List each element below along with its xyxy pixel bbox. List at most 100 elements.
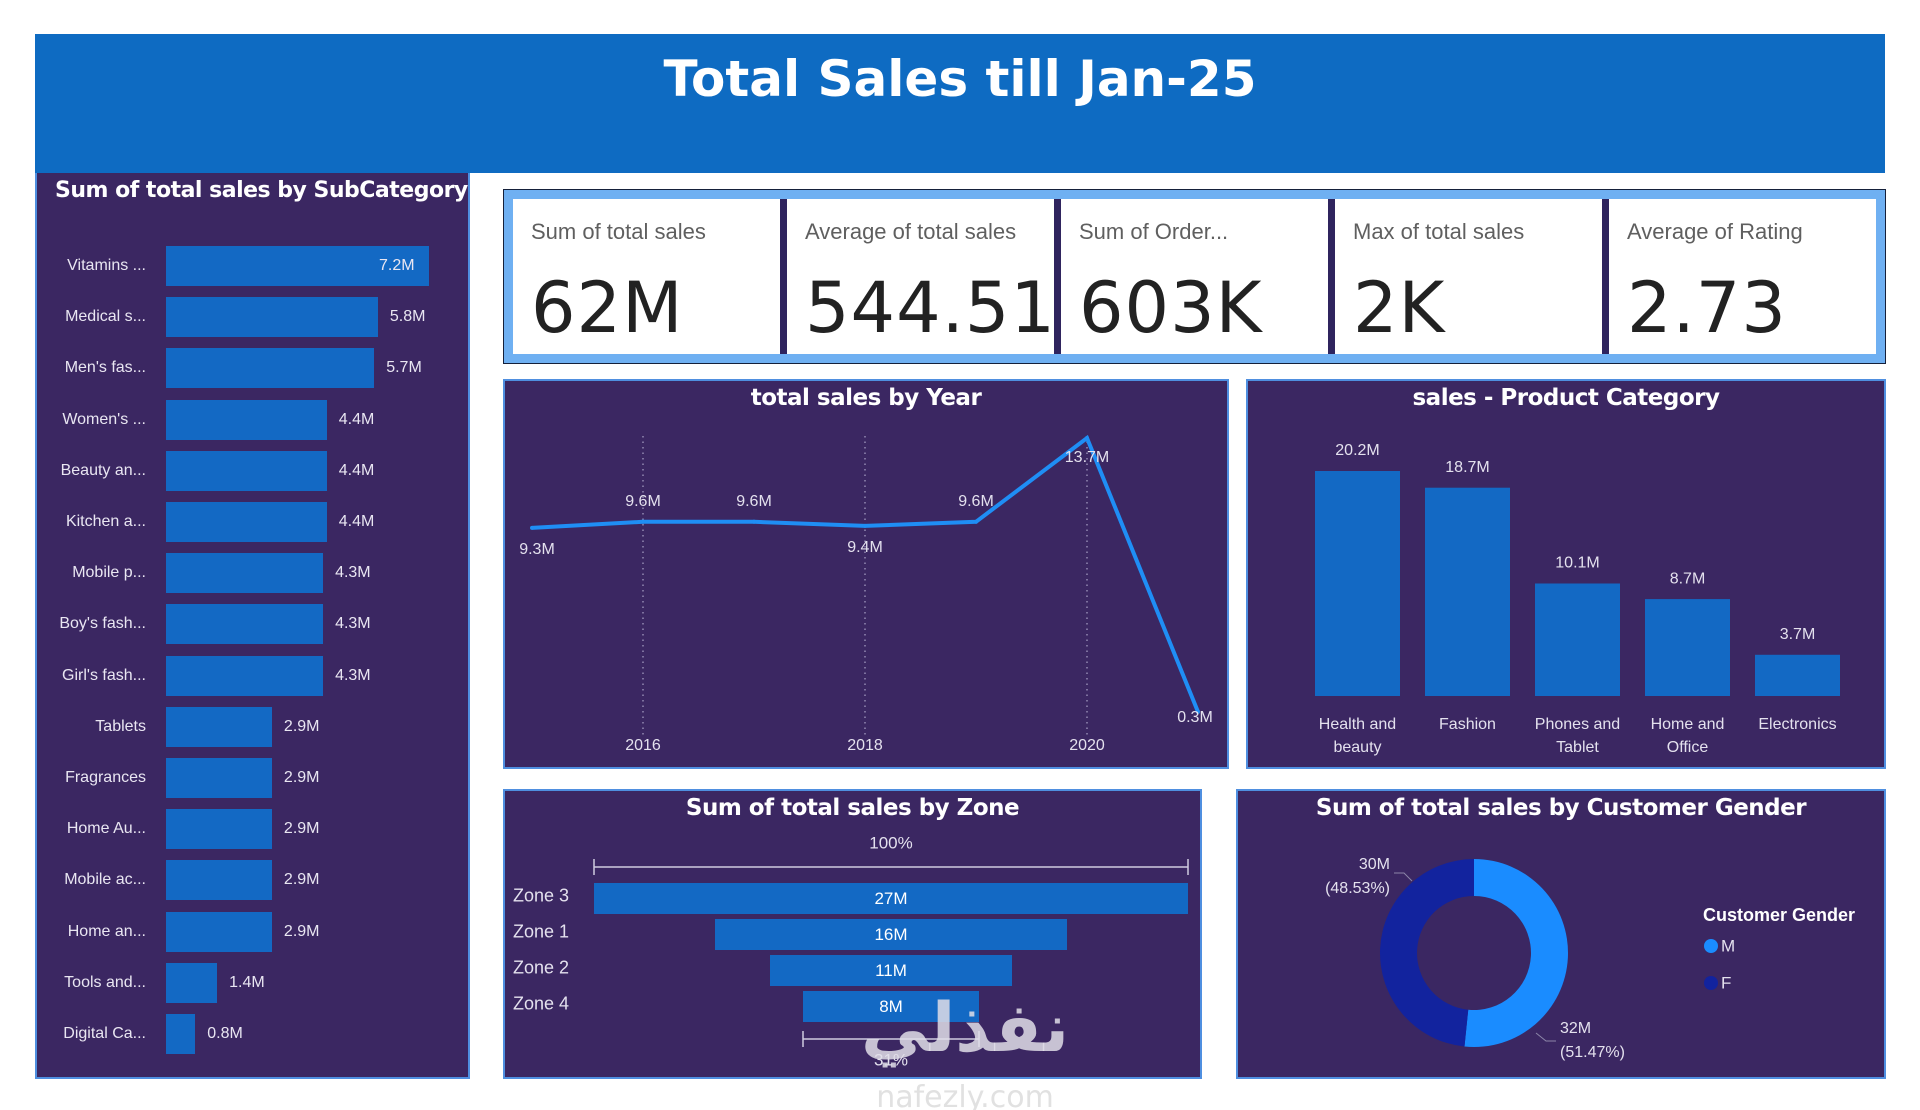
subcategory-bar-row[interactable]: Tools and... 1.4M	[37, 962, 468, 1003]
funnel-bottom-percent: 31%	[874, 1050, 908, 1069]
kpi-label: Max of total sales	[1353, 219, 1525, 244]
category-bar-chart: 20.2M Health and beauty 18.7M Fashion 10.1M Ph…	[1315, 442, 1840, 756]
donut-label-female-value: 30M	[1359, 856, 1390, 873]
subcategory-bar[interactable]	[166, 860, 272, 901]
subcategory-bar-row[interactable]: Girl's fash... 4.3M	[37, 655, 468, 696]
subcategory-bar[interactable]	[166, 706, 272, 747]
subcategory-bar-row[interactable]: Mobile p... 4.3M	[37, 553, 468, 594]
category-axis-label: Phones and	[1535, 716, 1620, 733]
data-label: 0.3M	[1177, 709, 1213, 726]
kpi-cards: Sum of total sales 62M Average of total …	[503, 189, 1886, 364]
category-axis-label: Home and	[1651, 716, 1725, 733]
category-bar	[1425, 487, 1510, 696]
zone-funnel-chart-panel[interactable]: Sum of total sales by Zone 100% 27M Zone 3…	[503, 789, 1202, 1079]
data-label: 13.7M	[1065, 449, 1109, 466]
zone-funnel-chart: 100% 27M Zone 3 16M Zone 1 11M Zone 2 8M Zone 4 3…	[513, 833, 1189, 1069]
subcategory-bar[interactable]	[166, 450, 327, 491]
zone-chart-title: Sum of total sales by Zone	[685, 795, 1020, 821]
kpi-card-average-rating[interactable]: Average of Rating 2.73	[1602, 199, 1876, 354]
subcategory-bar[interactable]	[166, 297, 378, 338]
subcategory-chart-title: Sum of total sales by SubCategory	[55, 178, 468, 203]
subcategory-bar-row[interactable]: Medical s... 5.8M	[37, 297, 468, 338]
funnel-value-label: 16M	[874, 925, 907, 944]
subcategory-bar[interactable]	[166, 911, 272, 952]
subcategory-bar[interactable]	[166, 1014, 196, 1054]
donut-label-male-value: 32M	[1560, 1020, 1591, 1037]
subcategory-bar-row[interactable]: Vitamins ... 7.2M	[37, 246, 468, 286]
data-label: 9.3M	[519, 541, 555, 558]
kpi-card-max-total-sales[interactable]: Max of total sales 2K	[1328, 199, 1602, 354]
subcategory-bar[interactable]	[166, 246, 429, 286]
donut-leader-line	[1394, 872, 1413, 882]
category-value-label: 18.7M	[1445, 459, 1489, 476]
year-line-chart-panel[interactable]: total sales by Year 2016 2018 2020 9.3M 9.6M…	[503, 379, 1229, 769]
subcategory-bar-row[interactable]: Home an... 2.9M	[37, 911, 468, 952]
kpi-value: 2K	[1353, 267, 1446, 349]
subcategory-label: Mobile ac...	[64, 871, 146, 889]
kpi-value: 2.73	[1627, 267, 1787, 349]
dashboard-header: Total Sales till Jan-25	[35, 34, 1885, 173]
subcategory-bar[interactable]	[166, 655, 324, 696]
kpi-value: 544.51	[805, 267, 1056, 349]
subcategory-bar-row[interactable]: Home Au... 2.9M	[37, 809, 468, 850]
kpi-value: 603K	[1079, 267, 1263, 349]
kpi-label: Sum of Order...	[1079, 219, 1229, 244]
subcategory-value-label: 7.2M	[379, 257, 415, 274]
x-tick-label: 2016	[625, 737, 661, 754]
subcategory-label: Fragrances	[65, 769, 146, 786]
subcategory-bar-row[interactable]: Men's fas... 5.7M	[37, 348, 468, 389]
category-axis-label: Fashion	[1439, 716, 1496, 733]
subcategory-bar-row[interactable]: Boy's fash... 4.3M	[37, 604, 468, 645]
funnel-category-label: Zone 3	[513, 885, 569, 905]
legend-item-f[interactable]: F	[1704, 973, 1731, 992]
category-bar	[1645, 599, 1730, 696]
data-label: 9.6M	[958, 493, 994, 510]
legend-title: Customer Gender	[1703, 905, 1855, 925]
category-value-label: 3.7M	[1780, 626, 1816, 643]
category-bar	[1315, 471, 1400, 696]
subcategory-label: Digital Ca...	[63, 1025, 146, 1042]
subcategory-label: Mobile p...	[72, 564, 146, 582]
subcategory-bar[interactable]	[166, 809, 272, 850]
subcategory-chart-panel[interactable]: Sum of total sales by SubCategory Vitami…	[35, 173, 470, 1079]
year-chart-title: total sales by Year	[750, 385, 982, 411]
subcategory-bar[interactable]	[166, 758, 272, 798]
subcategory-value-label: 4.4M	[338, 461, 375, 479]
subcategory-label: Women's ...	[62, 410, 146, 428]
subcategory-label: Girl's fash...	[62, 666, 146, 684]
subcategory-label: Tools and...	[64, 973, 146, 991]
subcategory-value-label: 4.4M	[338, 410, 375, 428]
subcategory-bar[interactable]	[166, 604, 324, 645]
subcategory-bar-row[interactable]: Kitchen a... 4.4M	[37, 502, 468, 542]
watermark-logo: نفذلي	[860, 989, 1070, 1068]
subcategory-bar[interactable]	[166, 553, 324, 594]
kpi-card-sum-total-sales[interactable]: Sum of total sales 62M	[513, 199, 780, 354]
gender-donut-chart: 32M (51.47%) 30M (48.53%) Customer Gender MF	[1325, 856, 1855, 1061]
subcategory-bar-row[interactable]: Tablets 2.9M	[37, 706, 468, 747]
subcategory-bar[interactable]	[166, 399, 327, 440]
subcategory-bar[interactable]	[166, 502, 327, 542]
kpi-card-sum-order[interactable]: Sum of Order... 603K	[1054, 199, 1328, 354]
gender-donut-chart-panel[interactable]: Sum of total sales by Customer Gender 32…	[1236, 789, 1886, 1079]
subcategory-bar[interactable]	[166, 348, 375, 389]
funnel-value-label: 8M	[879, 997, 903, 1016]
funnel-category-label: Zone 1	[513, 921, 569, 941]
data-label: 9.4M	[847, 539, 883, 556]
subcategory-bar-row[interactable]: Fragrances 2.9M	[37, 758, 468, 798]
subcategory-bar-row[interactable]: Mobile ac... 2.9M	[37, 860, 468, 901]
subcategory-bar-row[interactable]: Beauty an... 4.4M	[37, 450, 468, 491]
kpi-card-average-total-sales[interactable]: Average of total sales 544.51	[780, 199, 1056, 354]
donut-leader-line	[1535, 1032, 1556, 1042]
subcategory-value-label: 2.9M	[283, 871, 320, 889]
legend-label: F	[1721, 973, 1731, 992]
category-bar	[1755, 654, 1840, 696]
legend-item-m[interactable]: M	[1704, 936, 1735, 955]
subcategory-bar[interactable]	[166, 962, 218, 1003]
subcategory-bar-row[interactable]: Digital Ca... 0.8M	[37, 1014, 468, 1054]
subcategory-bar-row[interactable]: Women's ... 4.4M	[37, 399, 468, 440]
x-tick-label: 2020	[1069, 737, 1105, 754]
category-axis-label: Health and	[1319, 716, 1396, 733]
funnel-value-label: 27M	[874, 889, 907, 908]
subcategory-value-label: 0.8M	[207, 1025, 243, 1042]
category-bar-chart-panel[interactable]: sales - Product Category 20.2M Health and…	[1246, 379, 1886, 769]
